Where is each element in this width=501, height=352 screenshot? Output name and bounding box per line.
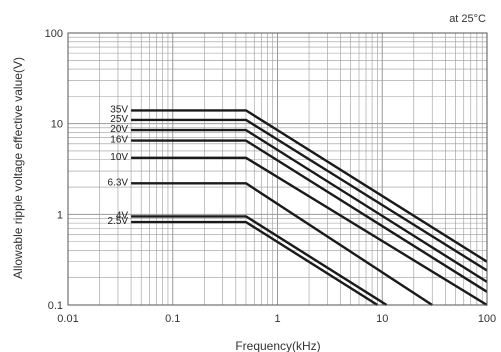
x-tick-label: 10 xyxy=(376,313,388,325)
grid xyxy=(67,33,487,306)
series-line xyxy=(131,156,488,307)
y-tick-label: 10 xyxy=(51,119,63,131)
x-axis-label: Frequency(kHz) xyxy=(235,339,320,352)
series-label: 2.5V xyxy=(107,216,128,227)
plot-frame xyxy=(67,32,488,306)
series-label: 16V xyxy=(110,135,128,146)
x-tick-label: 0.01 xyxy=(57,313,78,325)
series-line xyxy=(131,118,488,272)
y-tick-labels: 100 10 1 0.1 xyxy=(45,28,63,312)
series-label: 4V xyxy=(116,210,129,221)
series-line xyxy=(131,109,488,263)
y-tick-label: 1 xyxy=(57,209,63,221)
x-tick-label: 1 xyxy=(274,313,280,325)
x-tick-label: 0.1 xyxy=(165,313,180,325)
y-axis-label: Allowable ripple voltage effective value… xyxy=(11,57,25,279)
series-label: 6.3V xyxy=(107,177,128,188)
series-label: 20V xyxy=(110,124,128,135)
series-line xyxy=(131,128,488,283)
series-label: 25V xyxy=(110,114,128,125)
series-label: 10V xyxy=(110,152,128,163)
x-tick-label: 100 xyxy=(478,313,496,325)
y-tick-label: 100 xyxy=(45,28,63,40)
x-tick-labels: 0.01 0.1 1 10 100 xyxy=(57,313,496,325)
series-line xyxy=(131,220,379,307)
series-lines xyxy=(131,109,488,307)
y-tick-label: 0.1 xyxy=(48,300,63,312)
series-line xyxy=(131,182,433,307)
series-line xyxy=(131,139,488,293)
temperature-note: at 25°C xyxy=(449,13,486,25)
series-label: 35V xyxy=(110,104,128,115)
series-line xyxy=(131,215,388,307)
